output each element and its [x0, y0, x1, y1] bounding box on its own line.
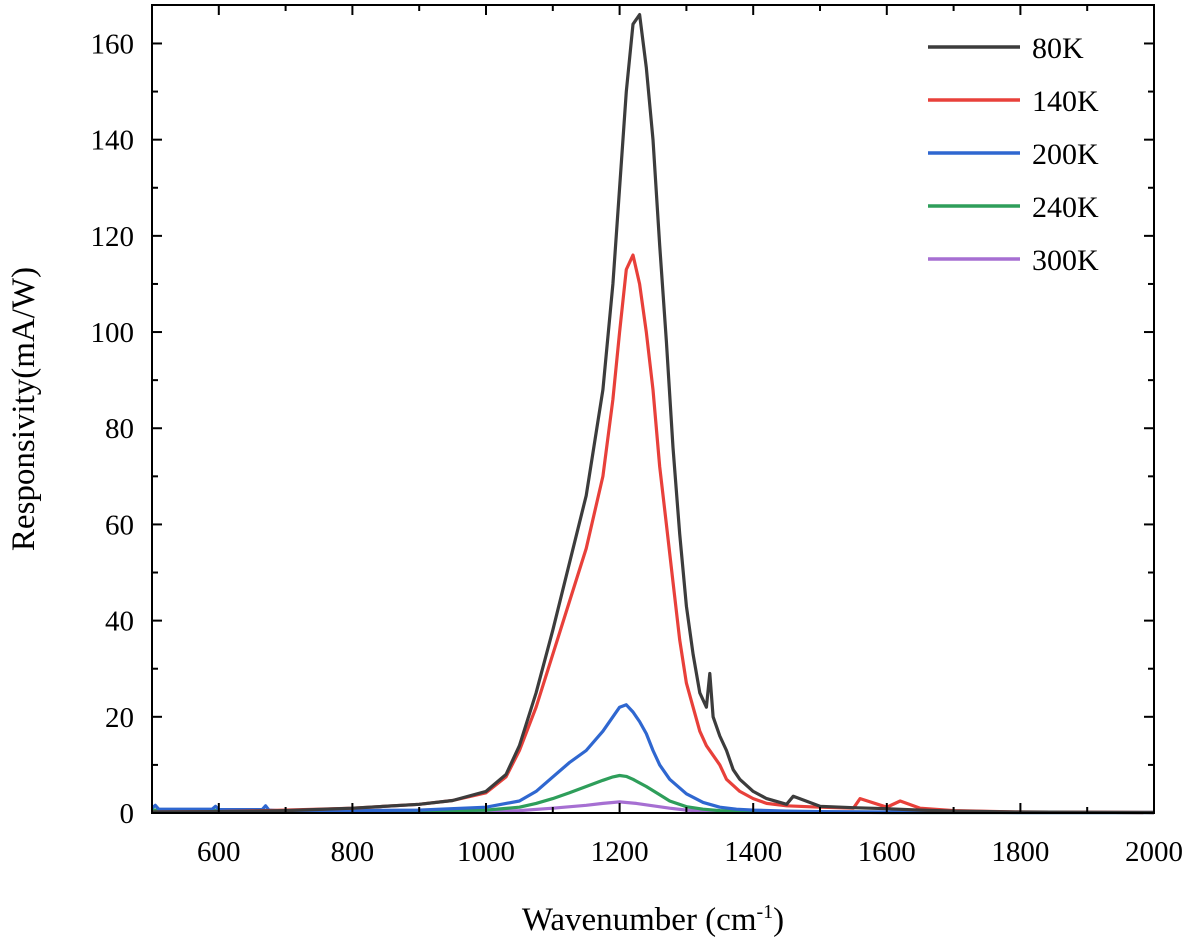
legend-label-300K: 300K — [1032, 244, 1099, 277]
x-tick-label: 1400 — [724, 836, 782, 868]
y-tick-label: 140 — [91, 125, 135, 157]
x-tick-label: 1800 — [991, 836, 1049, 868]
y-tick-label: 120 — [91, 221, 135, 253]
y-tick-label: 160 — [91, 28, 135, 60]
legend-label-80K: 80K — [1032, 32, 1084, 65]
series-line-240K — [151, 773, 1154, 815]
y-axis-title: Responsivity(mA/W) — [6, 267, 42, 551]
plot-frame — [151, 4, 1155, 814]
x-tick-label: 1200 — [591, 836, 649, 868]
y-tick-label: 0 — [120, 798, 135, 830]
x-tick-label: 800 — [331, 836, 375, 868]
series-line-80K — [151, 13, 1155, 815]
x-tick-label: 600 — [197, 836, 241, 868]
x-tick-label: 1600 — [858, 836, 916, 868]
legend-label-240K: 240K — [1032, 191, 1099, 224]
x-axis-title-superscript: -1 — [757, 901, 774, 923]
legend: 80K 140K 200K 240K 300K — [928, 32, 1099, 277]
y-tick-label: 20 — [105, 702, 134, 734]
x-axis-title: Wavenumber (cm-1) — [522, 901, 784, 938]
y-tick-label: 60 — [105, 509, 134, 541]
series-line-200K — [150, 703, 1154, 815]
legend-label-140K: 140K — [1032, 85, 1099, 118]
series-line-140K — [151, 253, 1155, 815]
series-layer — [150, 13, 1155, 815]
x-tick-label: 2000 — [1125, 836, 1183, 868]
y-tick-label: 80 — [105, 413, 134, 445]
ticks-layer: 600 800 1000 1200 1400 1600 1800 2000 0 20 40 60 80 1… — [91, 5, 1183, 868]
y-tick-label: 40 — [105, 606, 134, 638]
y-tick-label: 100 — [91, 317, 135, 349]
legend-label-200K: 200K — [1032, 138, 1099, 171]
x-tick-label: 1000 — [457, 836, 515, 868]
